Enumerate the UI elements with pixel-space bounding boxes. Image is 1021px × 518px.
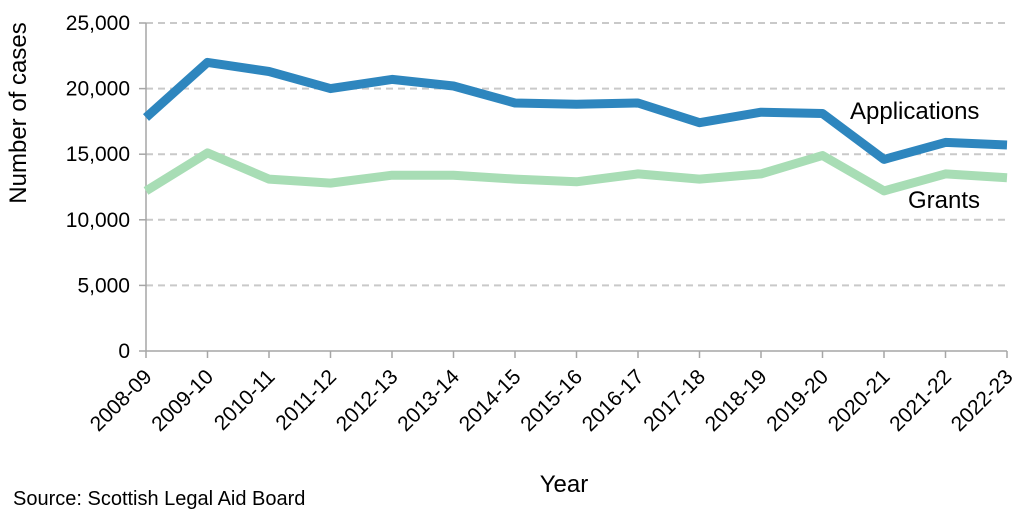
applications-series-label: Applications: [850, 98, 979, 125]
y-axis-title: Number of cases: [5, 22, 32, 203]
grants-line-series: [143, 148, 1008, 196]
x-axis-tick-label: 2012-13: [332, 365, 403, 436]
applications-line-series: [142, 57, 1008, 164]
x-axis-tick-label: 2016-17: [578, 365, 649, 436]
x-axis-tick-label: 2018-19: [701, 365, 772, 436]
x-axis-tick-label: 2021-22: [885, 365, 956, 436]
x-axis-tick-label: 2011-12: [271, 365, 341, 435]
x-axis-tick-labels: 2008-092009-102010-112011-122012-132013-…: [86, 365, 1018, 436]
x-axis-tick-label: 2013-14: [393, 365, 464, 436]
y-axis-ticks: [139, 22, 146, 352]
x-axis-tick-label: 2020-21: [824, 365, 895, 436]
x-axis-tick-label: 2019-20: [762, 365, 833, 436]
x-axis-tick-label: 2014-15: [455, 365, 526, 436]
y-axis-tick-label: 20,000: [66, 78, 130, 101]
x-axis-tick-label: 2022-23: [947, 365, 1018, 436]
y-axis-tick-label: 5,000: [77, 274, 130, 297]
x-axis-tick-label: 2010-11: [210, 365, 280, 435]
x-axis-tick-label: 2009-10: [147, 365, 218, 436]
x-axis-tick-label: 2015-16: [516, 365, 587, 436]
x-axis-ticks: [145, 351, 1008, 358]
x-axis-title: Year: [540, 471, 589, 498]
grants-series-label: Grants: [908, 187, 980, 214]
y-axis-tick-label: 15,000: [66, 143, 130, 166]
y-axis-tick-label: 25,000: [66, 12, 130, 35]
y-axis-tick-label: 0: [118, 340, 130, 363]
y-axis-tick-labels: 0 5,000 10,000 15,000 20,000 25,000: [66, 12, 130, 363]
x-axis-tick-label: 2017-18: [639, 365, 710, 436]
x-axis-tick-label: 2008-09: [86, 365, 157, 436]
y-axis-tick-label: 10,000: [66, 209, 130, 232]
source-note: Source: Scottish Legal Aid Board: [13, 488, 305, 510]
